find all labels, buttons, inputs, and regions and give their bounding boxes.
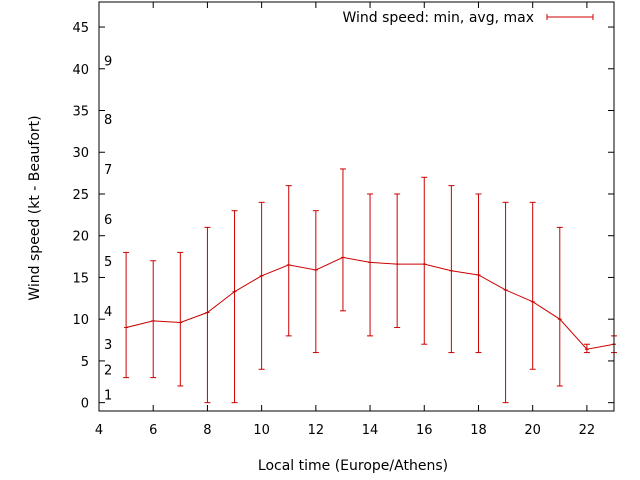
- x-tick-label: 6: [149, 423, 157, 438]
- beaufort-label: 1: [104, 388, 112, 403]
- beaufort-label: 2: [104, 363, 112, 378]
- beaufort-label: 6: [104, 213, 112, 228]
- y-tick-label: 20: [72, 230, 89, 245]
- x-tick-label: 4: [95, 423, 103, 438]
- x-tick-label: 8: [203, 423, 211, 438]
- beaufort-label: 7: [104, 163, 112, 178]
- error-bars: [123, 168, 617, 404]
- beaufort-label: 3: [104, 338, 112, 353]
- x-tick-label: 10: [253, 423, 270, 438]
- y-tick-label: 5: [81, 355, 89, 370]
- y-tick-label: 15: [72, 271, 89, 286]
- y-tick-label: 30: [72, 146, 89, 161]
- y-tick-label: 25: [72, 188, 89, 203]
- x-axis-label: Local time (Europe/Athens): [258, 458, 448, 474]
- beaufort-label: 9: [104, 54, 112, 69]
- plot-frame: [98, 1, 615, 412]
- x-tick-label: 22: [579, 423, 596, 438]
- legend-entry-label: Wind speed: min, avg, max: [342, 10, 534, 26]
- y-tick-label: 45: [72, 21, 89, 36]
- y-tick-label: 40: [72, 63, 89, 78]
- x-tick-label: 20: [524, 423, 541, 438]
- beaufort-label: 8: [104, 113, 112, 128]
- beaufort-label: 4: [104, 305, 112, 320]
- x-tick-label: 16: [416, 423, 433, 438]
- y-tick-label: 35: [72, 105, 89, 120]
- y-tick-label: 0: [81, 397, 89, 412]
- series-line-group: [124, 256, 616, 350]
- beaufort-labels: 1 2 3 4 5 6 7 8 9: [104, 54, 112, 403]
- y-axis-label: Wind speed (kt - Beaufort): [27, 115, 43, 300]
- legend: Wind speed: min, avg, max: [342, 10, 594, 26]
- x-tick-label: 14: [362, 423, 379, 438]
- x-tick-label: 18: [470, 423, 487, 438]
- x-tick-label: 12: [308, 423, 325, 438]
- beaufort-label: 5: [104, 255, 112, 270]
- y-tick-label: 10: [72, 313, 89, 328]
